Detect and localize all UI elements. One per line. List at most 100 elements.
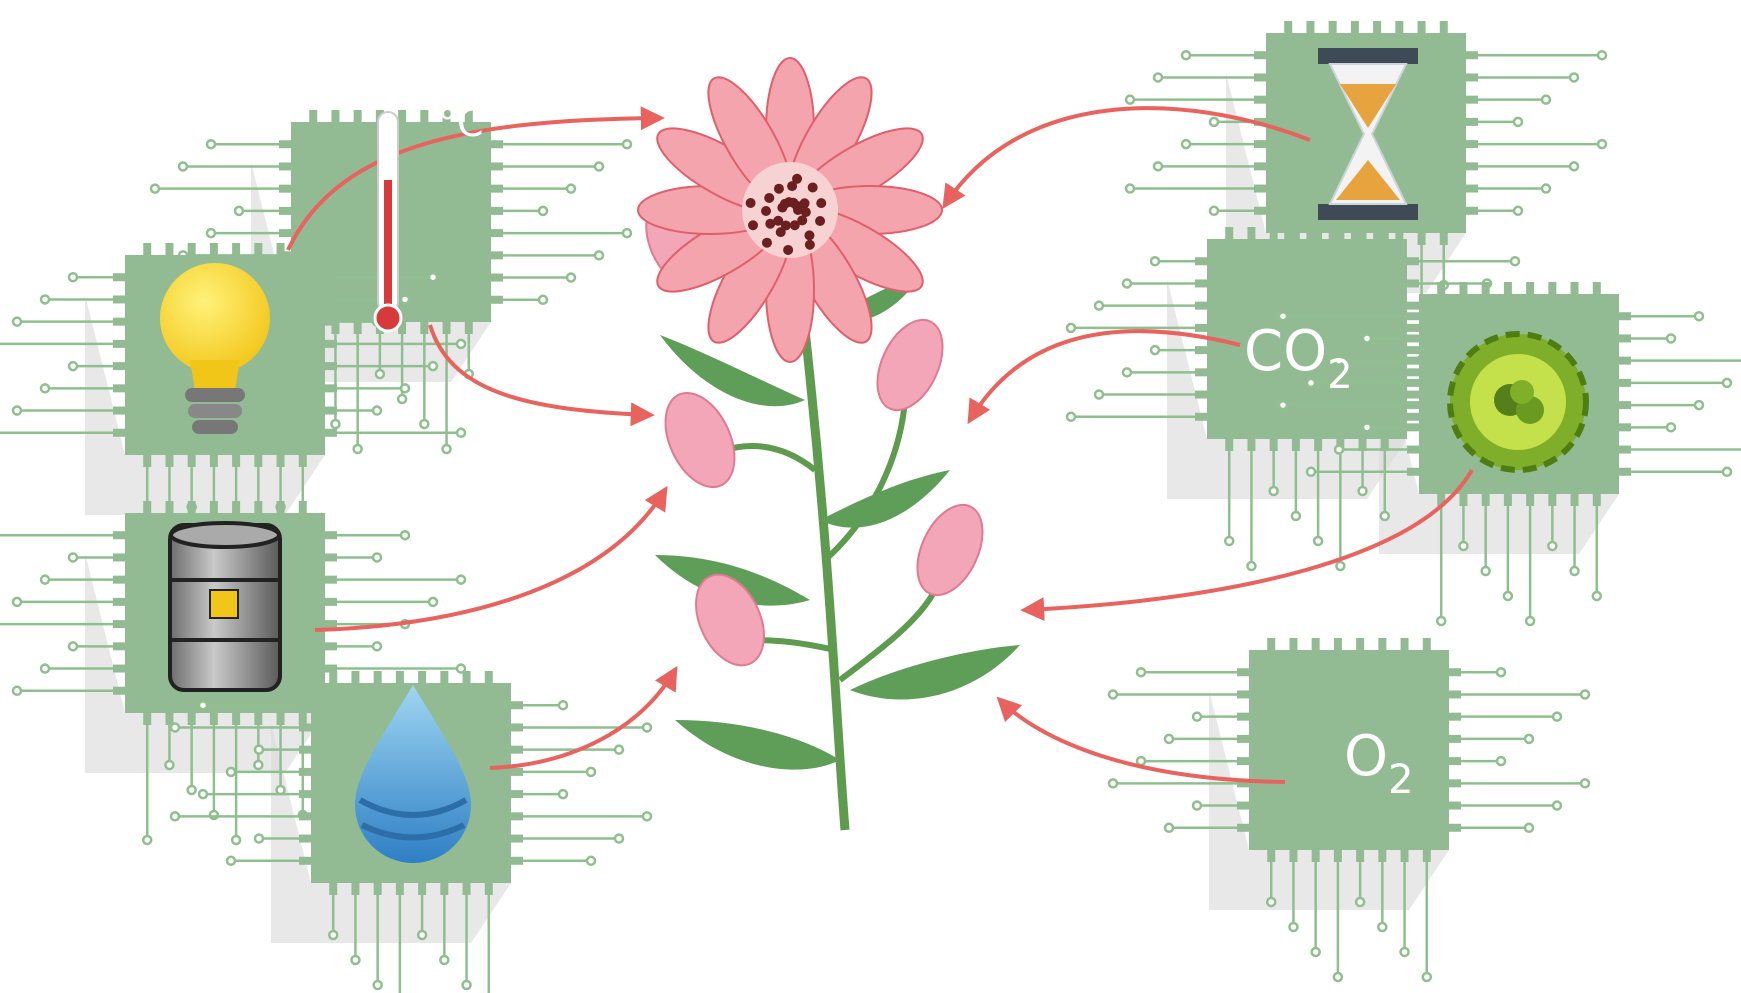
trace-end — [593, 161, 605, 172]
pin — [464, 320, 473, 334]
trace-end — [557, 788, 569, 800]
stamen — [792, 173, 803, 184]
pin — [254, 711, 263, 725]
pin — [1311, 848, 1320, 862]
pin — [299, 812, 313, 821]
pin — [462, 671, 471, 685]
trace-end — [1693, 399, 1705, 411]
trace-end — [641, 811, 653, 822]
trace-end — [1163, 733, 1175, 745]
trace-end — [39, 663, 51, 674]
pin — [1380, 227, 1389, 241]
pin — [484, 881, 493, 895]
stamen — [773, 183, 784, 194]
trace-end — [1191, 800, 1203, 811]
pin — [1350, 21, 1359, 35]
trace-end — [1312, 535, 1324, 547]
pin — [113, 273, 127, 282]
pin — [1481, 492, 1490, 506]
pin — [1358, 437, 1367, 451]
pin — [331, 110, 340, 124]
pin — [165, 501, 174, 515]
pin — [1254, 162, 1268, 171]
pin — [1247, 227, 1256, 241]
pin — [276, 453, 285, 467]
trace-end — [1421, 971, 1433, 983]
pin — [209, 453, 218, 467]
trace-end — [1361, 422, 1373, 433]
pin — [165, 243, 174, 257]
trace-end — [1596, 49, 1608, 61]
trace-end — [461, 979, 472, 991]
pin — [1437, 492, 1446, 506]
pin — [1447, 690, 1461, 699]
trace-end — [371, 552, 383, 563]
pin — [187, 501, 196, 515]
trace-end — [1357, 485, 1368, 497]
trace-end — [67, 271, 79, 283]
pin — [398, 320, 407, 334]
pin — [1328, 231, 1337, 245]
trace-end — [372, 979, 383, 991]
trace-end — [1551, 711, 1563, 722]
trace-end — [1121, 367, 1133, 378]
pin — [299, 834, 313, 843]
trace-end — [1399, 946, 1410, 958]
pin — [113, 339, 127, 348]
pin — [232, 711, 241, 725]
pin — [323, 664, 337, 673]
pin — [143, 453, 152, 467]
pin — [323, 339, 337, 348]
pin — [329, 881, 338, 895]
pin — [299, 701, 313, 710]
pin — [143, 711, 152, 725]
pin — [298, 501, 307, 515]
trace-end — [230, 834, 242, 846]
pin — [209, 501, 218, 515]
pin — [1464, 140, 1478, 149]
pin — [1405, 257, 1419, 266]
pin — [187, 711, 196, 725]
pin — [509, 834, 523, 843]
pin — [1306, 21, 1315, 35]
pin — [1617, 312, 1631, 321]
pin — [353, 110, 362, 124]
pin — [420, 110, 429, 124]
pin — [509, 856, 523, 865]
pin — [1407, 334, 1421, 343]
pin — [279, 206, 293, 215]
pin — [254, 243, 263, 257]
pin — [113, 384, 127, 393]
pin — [1617, 378, 1631, 387]
pin — [1464, 117, 1478, 126]
trace-end — [205, 138, 217, 150]
pin — [299, 723, 313, 732]
pin — [1405, 390, 1419, 399]
pin — [187, 453, 196, 467]
pin — [1336, 227, 1345, 241]
pin — [279, 162, 293, 171]
stamen — [775, 227, 786, 238]
trace-end — [565, 272, 577, 283]
trace-end — [1551, 800, 1563, 811]
pin — [1548, 282, 1557, 296]
trace-end — [1163, 822, 1175, 834]
stamen — [761, 237, 772, 248]
pin — [1405, 301, 1419, 310]
pin — [1237, 712, 1251, 721]
pin — [1306, 231, 1315, 245]
pin — [323, 406, 337, 415]
pin — [1333, 848, 1342, 862]
trace-end — [1191, 711, 1203, 722]
pin — [1373, 231, 1382, 245]
pin — [509, 745, 523, 754]
pin — [113, 620, 127, 629]
trace-end — [1721, 466, 1733, 478]
trace-end — [371, 405, 383, 416]
pin — [440, 671, 449, 685]
pin — [1254, 51, 1268, 60]
pin — [509, 701, 523, 710]
stamen — [800, 207, 811, 218]
pin — [323, 620, 337, 629]
trace-end — [455, 427, 467, 439]
